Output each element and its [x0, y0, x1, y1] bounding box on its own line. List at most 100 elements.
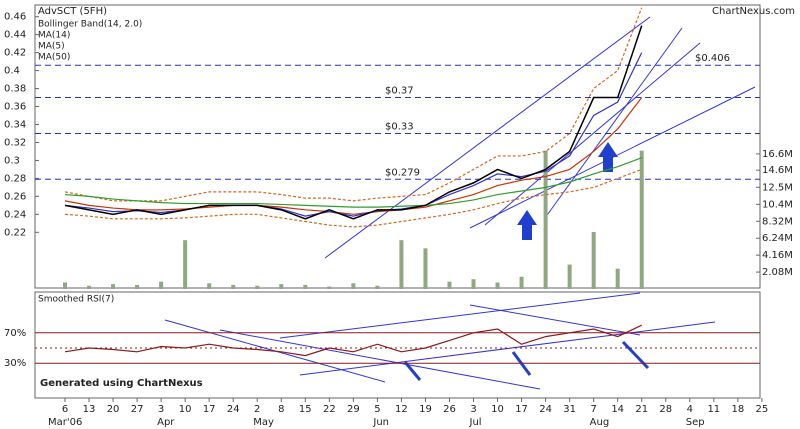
x-tick-label: 14 — [611, 404, 624, 415]
level-label: $0.279 — [385, 167, 420, 178]
x-tick-label: 2 — [254, 404, 260, 415]
y2-tick-label: 6.24M — [762, 233, 793, 244]
volume-bar — [519, 276, 524, 289]
volume-bar — [567, 264, 572, 289]
price-line — [64, 25, 643, 220]
volume-bar — [303, 284, 308, 289]
month-label: Jun — [372, 417, 389, 428]
x-tick-label: 4 — [687, 404, 693, 415]
volume-bar — [375, 285, 380, 289]
x-tick-label: 22 — [323, 404, 336, 415]
rsi-tick-label: 70% — [4, 328, 26, 339]
x-tick-label: 24 — [227, 404, 240, 415]
volume-bar — [423, 248, 428, 289]
trend-lines — [164, 16, 756, 390]
arrows — [517, 142, 618, 240]
volume-bar — [183, 240, 188, 289]
rsi-panel — [34, 291, 761, 399]
legend-entry: Bollinger Band(14, 2.0) — [38, 20, 142, 30]
x-tick-label: 3 — [470, 404, 476, 415]
month-label: Apr — [157, 417, 175, 428]
volume-bar — [399, 240, 404, 289]
y-tick-label: 0.3 — [4, 155, 20, 166]
x-tick-label: 29 — [347, 404, 360, 415]
x-tick-label: 20 — [107, 404, 120, 415]
month-label: Mar'06 — [48, 417, 82, 428]
x-tick-label: 10 — [179, 404, 192, 415]
x-tick-label: 17 — [515, 404, 528, 415]
chart-title: AdvSCT (5FH) — [38, 6, 107, 17]
y-tick-label: 0.24 — [4, 209, 26, 220]
y-tick-label: 0.36 — [4, 102, 26, 113]
watermark: ChartNexus.com — [712, 6, 795, 17]
y-tick-label: 0.46 — [4, 12, 26, 23]
x-tick-label: 7 — [590, 404, 596, 415]
x-tick-label: 25 — [756, 404, 769, 415]
y2-tick-label: 12.5M — [762, 182, 793, 193]
x-tick-label: 27 — [131, 404, 144, 415]
month-label: Jul — [469, 417, 482, 428]
rsi-tick-label: 30% — [4, 358, 26, 369]
month-label: May — [253, 417, 274, 428]
y2-tick-label: 14.6M — [762, 165, 793, 176]
x-tick-label: 21 — [635, 404, 648, 415]
x-tick-label: 28 — [659, 404, 672, 415]
price-line — [64, 157, 642, 208]
price-line — [64, 168, 642, 228]
volume-bar — [255, 285, 260, 289]
volume-bar — [615, 268, 620, 289]
volume-bar — [639, 150, 644, 289]
volume-bar — [495, 282, 500, 289]
volume-bar — [111, 284, 116, 289]
x-tick-label: 5 — [374, 404, 380, 415]
y2-tick-label: 2.08M — [762, 267, 793, 278]
x-tick-label: 18 — [731, 404, 744, 415]
x-tick-label: 24 — [539, 404, 552, 415]
volume-bar — [231, 284, 236, 289]
volume-bar — [351, 283, 356, 289]
y-tick-label: 0.26 — [4, 191, 26, 202]
y-tick-label: 0.42 — [4, 48, 26, 59]
x-tick-label: 26 — [443, 404, 456, 415]
x-tick-label: 17 — [203, 404, 216, 415]
y2-tick-label: 4.16M — [762, 250, 793, 261]
x-tick-label: 11 — [707, 404, 720, 415]
volume-bar — [327, 286, 332, 289]
y-tick-label: 0.34 — [4, 119, 26, 130]
legend-entry: MA(14) — [38, 31, 70, 41]
price-line — [64, 52, 643, 217]
x-tick-label: 3 — [158, 404, 164, 415]
y-tick-label: 0.38 — [4, 84, 26, 95]
volume-bar — [471, 279, 476, 289]
volume-bar — [591, 232, 596, 289]
rsi-watermark: Generated using ChartNexus — [40, 378, 203, 389]
y-tick-label: 0.44 — [4, 30, 26, 41]
y-tick-label: 0.22 — [4, 227, 26, 238]
volume-bar — [135, 284, 140, 289]
level-label: $0.33 — [385, 121, 414, 132]
y-tick-label: 0.32 — [4, 137, 26, 148]
price-panel — [34, 4, 761, 289]
legend-entry: MA(5) — [38, 42, 65, 52]
price-line — [64, 7, 643, 202]
volume-bar — [447, 281, 452, 289]
volume-bar — [63, 282, 67, 289]
level-label: $0.37 — [385, 86, 414, 97]
y-tick-label: 0.28 — [4, 173, 26, 184]
volume-bar — [207, 283, 212, 289]
month-label: Sep — [686, 417, 705, 428]
x-tick-label: 12 — [395, 404, 408, 415]
y-tick-label: 0.4 — [4, 66, 20, 77]
x-tick-label: 19 — [419, 404, 432, 415]
volume-bar — [159, 281, 164, 289]
rsi-line — [64, 324, 642, 357]
y2-tick-label: 8.32M — [762, 216, 793, 227]
y2-tick-label: 16.6M — [762, 149, 793, 160]
y2-tick-label: 10.4M — [762, 199, 793, 210]
x-tick-label: 10 — [491, 404, 504, 415]
month-label: Aug — [590, 417, 610, 428]
legend-entry: MA(50) — [38, 53, 70, 63]
price-line — [64, 97, 643, 215]
x-tick-label: 13 — [83, 404, 96, 415]
